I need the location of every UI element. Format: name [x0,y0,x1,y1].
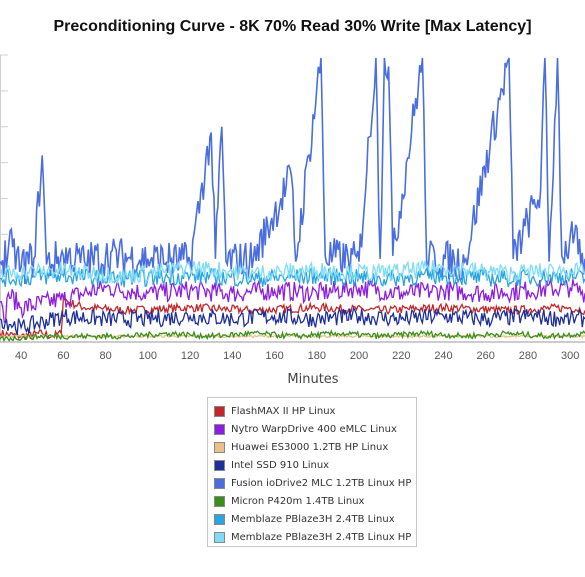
legend-label: Nytro WarpDrive 400 eMLC Linux [231,423,397,435]
legend: FlashMAX II HP Linux Nytro WarpDrive 400 … [207,397,417,547]
x-tick-label: 220 [392,350,410,362]
legend-swatch [214,477,225,489]
x-tick-label: 160 [265,350,283,362]
legend-label: Memblaze PBlaze3H 2.4TB Linux [231,513,395,525]
x-tick-label: 80 [99,350,111,362]
legend-swatch [214,441,225,453]
legend-swatch [214,405,225,417]
legend-item: Memblaze PBlaze3H 2.4TB Linux HP [214,528,416,546]
legend-item: Nytro WarpDrive 400 eMLC Linux [214,420,416,438]
series-line-2 [0,277,585,323]
x-axis-label: Minutes [287,372,338,387]
legend-label: Micron P420m 1.4TB Linux [231,495,365,507]
legend-item: FlashMAX II HP Linux [214,402,416,420]
legend-swatch [214,513,225,525]
legend-label: Huawei ES3000 1.2TB HP Linux [231,441,389,453]
x-tick-label: 180 [308,350,326,362]
series-line-4 [0,306,585,335]
x-tick-label: 200 [350,350,368,362]
series-line-8 [0,259,585,286]
chart-title: Preconditioning Curve - 8K 70% Read 30% … [53,18,532,35]
x-tick-label: 300 [561,350,579,362]
legend-item: Fusion ioDrive2 MLC 1.2TB Linux HP [214,474,416,492]
x-tick-label: 120 [181,350,199,362]
legend-label: Fusion ioDrive2 MLC 1.2TB Linux HP [231,477,412,489]
legend-label: FlashMAX II HP Linux [231,405,336,417]
legend-item: Memblaze PBlaze3H 2.4TB Linux [214,510,416,528]
series-line-5 [0,57,585,285]
series-line-6 [0,329,585,343]
x-tick-label: 280 [519,350,537,362]
x-tick-labels: 40 60 80 100 120 140 160 180 200 220 240 260 280 300 [15,350,579,362]
x-tick-label: 40 [15,350,27,362]
x-tick-label: 240 [434,350,452,362]
legend-swatch [214,423,225,435]
legend-label: Memblaze PBlaze3H 2.4TB Linux HP [231,531,412,543]
x-tick-label: 60 [57,350,69,362]
legend-swatch [214,531,225,543]
x-tick-label: 260 [477,350,495,362]
legend-item: Micron P420m 1.4TB Linux [214,492,416,510]
legend-label: Intel SSD 910 Linux [231,459,330,471]
x-tick-label: 100 [139,350,157,362]
series-group [0,57,585,343]
series-line-1 [0,295,585,341]
x-tick-label: 140 [223,350,241,362]
legend-item: Intel SSD 910 Linux [214,456,416,474]
legend-swatch [214,459,225,471]
legend-swatch [214,495,225,507]
legend-item: Huawei ES3000 1.2TB HP Linux [214,438,416,456]
